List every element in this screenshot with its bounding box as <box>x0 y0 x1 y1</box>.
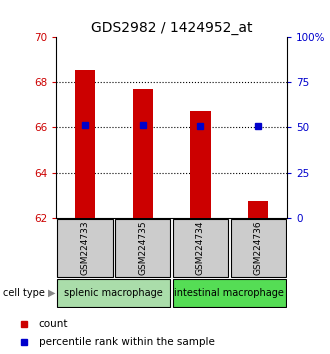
Bar <box>57 279 171 307</box>
Text: count: count <box>39 319 68 329</box>
Bar <box>248 201 268 218</box>
Bar <box>173 279 286 307</box>
Bar <box>57 219 113 277</box>
Bar <box>133 88 153 218</box>
Text: GSM224733: GSM224733 <box>81 221 89 275</box>
Text: splenic macrophage: splenic macrophage <box>64 288 163 298</box>
Text: intestinal macrophage: intestinal macrophage <box>175 288 284 298</box>
Bar <box>190 111 211 218</box>
Text: GSM224734: GSM224734 <box>196 221 205 275</box>
Text: percentile rank within the sample: percentile rank within the sample <box>39 337 215 347</box>
Bar <box>115 219 171 277</box>
Bar <box>75 70 95 218</box>
Title: GDS2982 / 1424952_at: GDS2982 / 1424952_at <box>91 21 252 35</box>
Bar <box>173 219 228 277</box>
Text: ▶: ▶ <box>48 288 55 298</box>
Bar <box>231 219 286 277</box>
Text: GSM224735: GSM224735 <box>138 221 147 275</box>
Text: cell type: cell type <box>3 288 45 298</box>
Text: GSM224736: GSM224736 <box>254 221 263 275</box>
